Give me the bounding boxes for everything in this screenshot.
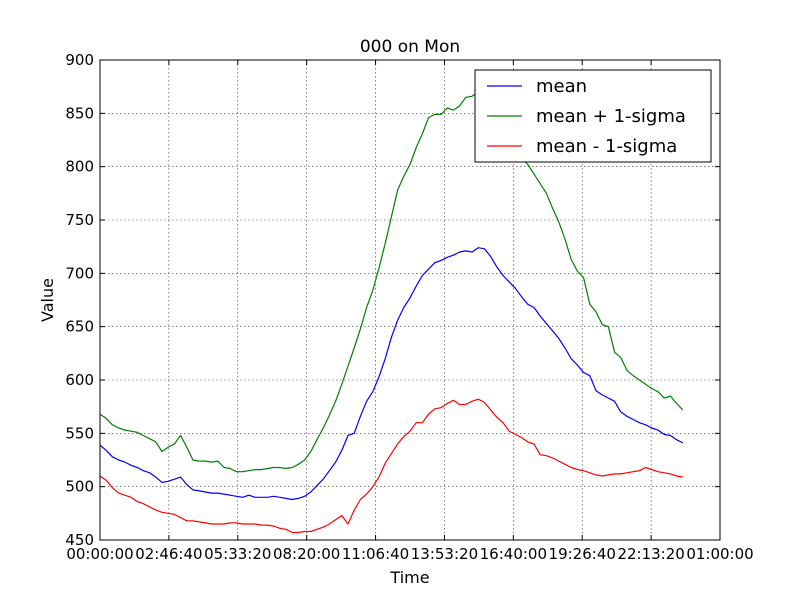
x-axis-label: Time [389, 568, 429, 587]
legend: mean mean + 1-sigma mean - 1-sigma [474, 69, 712, 163]
axis-ticks: 00:00:00 02:46:40 05:33:20 08:20:00 11:06:40… [65, 51, 753, 563]
x-tick-label: 02:46:40 [135, 545, 202, 563]
x-tick-label: 11:06:40 [342, 545, 409, 563]
x-tick-label: 00:00:00 [66, 545, 133, 563]
x-tick-label: 19:26:40 [549, 545, 616, 563]
y-tick-label: 600 [65, 371, 94, 389]
y-tick-label: 750 [65, 211, 94, 229]
legend-label-2: mean - 1-sigma [536, 136, 677, 157]
y-tick-label: 700 [65, 264, 94, 282]
legend-label-0: mean [536, 76, 587, 97]
chart-title: 000 on Mon [360, 37, 460, 57]
y-tick-label: 650 [65, 318, 94, 336]
y-tick-label: 500 [65, 478, 94, 496]
y-tick-label: 450 [65, 531, 94, 549]
x-tick-label: 22:13:20 [617, 545, 684, 563]
series-line-1 [99, 91, 684, 473]
series-line-0 [99, 247, 684, 501]
y-tick-label: 850 [65, 104, 94, 122]
series-lines [99, 91, 684, 534]
x-tick-label: 13:53:20 [411, 545, 478, 563]
x-tick-label: 05:33:20 [204, 545, 271, 563]
series-line-2 [99, 398, 683, 534]
plot-frame [99, 59, 721, 541]
y-tick-label: 900 [65, 51, 94, 69]
x-tick-label: 16:40:00 [480, 545, 547, 563]
legend-label-1: mean + 1-sigma [536, 106, 686, 127]
x-tick-label: 01:00:00 [686, 545, 753, 563]
y-axis-label: Value [38, 278, 57, 322]
x-tick-label: 08:20:00 [273, 545, 340, 563]
y-tick-label: 550 [65, 424, 94, 442]
y-tick-label: 800 [65, 158, 94, 176]
